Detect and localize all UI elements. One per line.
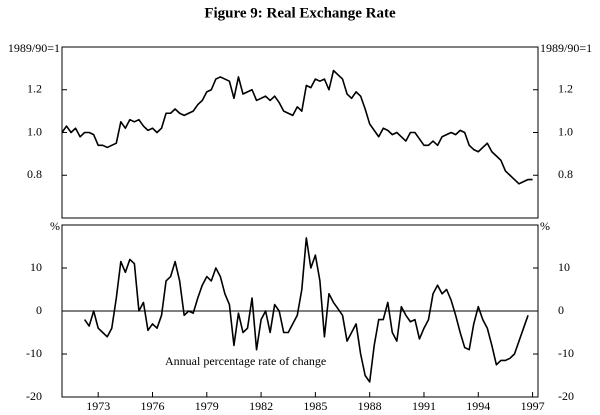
y-tick-label-right: -10 bbox=[558, 346, 574, 360]
x-tick-label: 1988 bbox=[358, 399, 382, 413]
line-series bbox=[61, 69, 533, 185]
y-tick-label: 0.8 bbox=[27, 167, 42, 181]
x-tick-label: 1973 bbox=[86, 399, 110, 413]
y-axis-label: % bbox=[50, 219, 60, 233]
y-tick-label: 0 bbox=[36, 303, 42, 317]
y-tick-label-right: 0 bbox=[558, 303, 564, 317]
x-tick-label: 1991 bbox=[412, 399, 436, 413]
y-tick-label-right: 1.0 bbox=[558, 124, 573, 138]
y-tick-label-right: 10 bbox=[558, 260, 570, 274]
y-tick-label-right: 0.8 bbox=[558, 167, 573, 181]
y-axis-label-right: % bbox=[540, 219, 550, 233]
x-tick-label: 1997 bbox=[521, 399, 545, 413]
y-tick-label-right: 1.2 bbox=[558, 82, 573, 96]
y-tick-label: -10 bbox=[26, 346, 42, 360]
x-tick-label: 1985 bbox=[303, 399, 327, 413]
x-tick-label: 1982 bbox=[249, 399, 273, 413]
chart-title: Figure 9: Real Exchange Rate bbox=[204, 5, 396, 21]
x-tick-label: 1976 bbox=[140, 399, 164, 413]
y-tick-label: -20 bbox=[26, 389, 42, 403]
annotation: Annual percentage rate of change bbox=[165, 354, 326, 368]
y-tick-label-right: -20 bbox=[558, 389, 574, 403]
y-axis-label-right: 1989/90=1 bbox=[540, 41, 592, 55]
line-series bbox=[83, 237, 529, 383]
x-tick-label: 1994 bbox=[466, 399, 490, 413]
y-tick-label: 10 bbox=[30, 260, 42, 274]
y-tick-label: 1.2 bbox=[27, 82, 42, 96]
y-tick-label: 1.0 bbox=[27, 124, 42, 138]
plot-frame bbox=[61, 46, 539, 219]
y-axis-label: 1989/90=1 bbox=[8, 41, 60, 55]
x-tick-label: 1979 bbox=[195, 399, 219, 413]
